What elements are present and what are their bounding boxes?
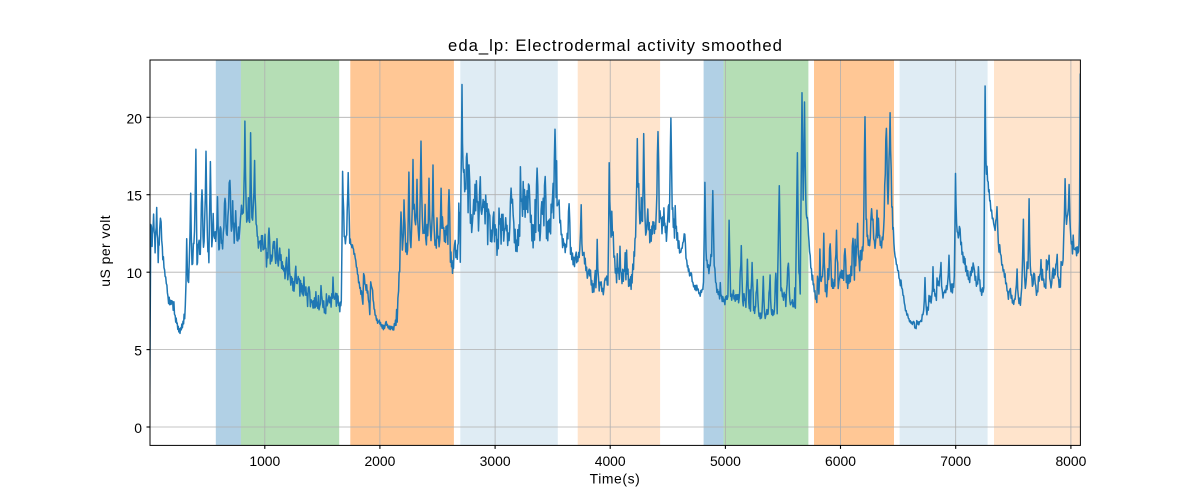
svg-text:uS per volt: uS per volt xyxy=(97,215,113,287)
svg-text:4000: 4000 xyxy=(595,453,626,469)
svg-text:8000: 8000 xyxy=(1055,453,1086,469)
svg-text:20: 20 xyxy=(127,110,143,126)
svg-text:0: 0 xyxy=(134,420,142,436)
svg-text:5: 5 xyxy=(134,343,142,359)
svg-text:15: 15 xyxy=(127,188,143,204)
svg-text:3000: 3000 xyxy=(480,453,511,469)
svg-text:eda_lp: Electrodermal activity: eda_lp: Electrodermal activity smoothed xyxy=(448,36,783,55)
svg-text:6000: 6000 xyxy=(825,453,856,469)
svg-text:7000: 7000 xyxy=(940,453,971,469)
svg-text:10: 10 xyxy=(127,265,143,281)
svg-text:Time(s): Time(s) xyxy=(590,471,641,487)
svg-text:2000: 2000 xyxy=(364,453,395,469)
svg-text:1000: 1000 xyxy=(249,453,280,469)
svg-text:5000: 5000 xyxy=(710,453,741,469)
